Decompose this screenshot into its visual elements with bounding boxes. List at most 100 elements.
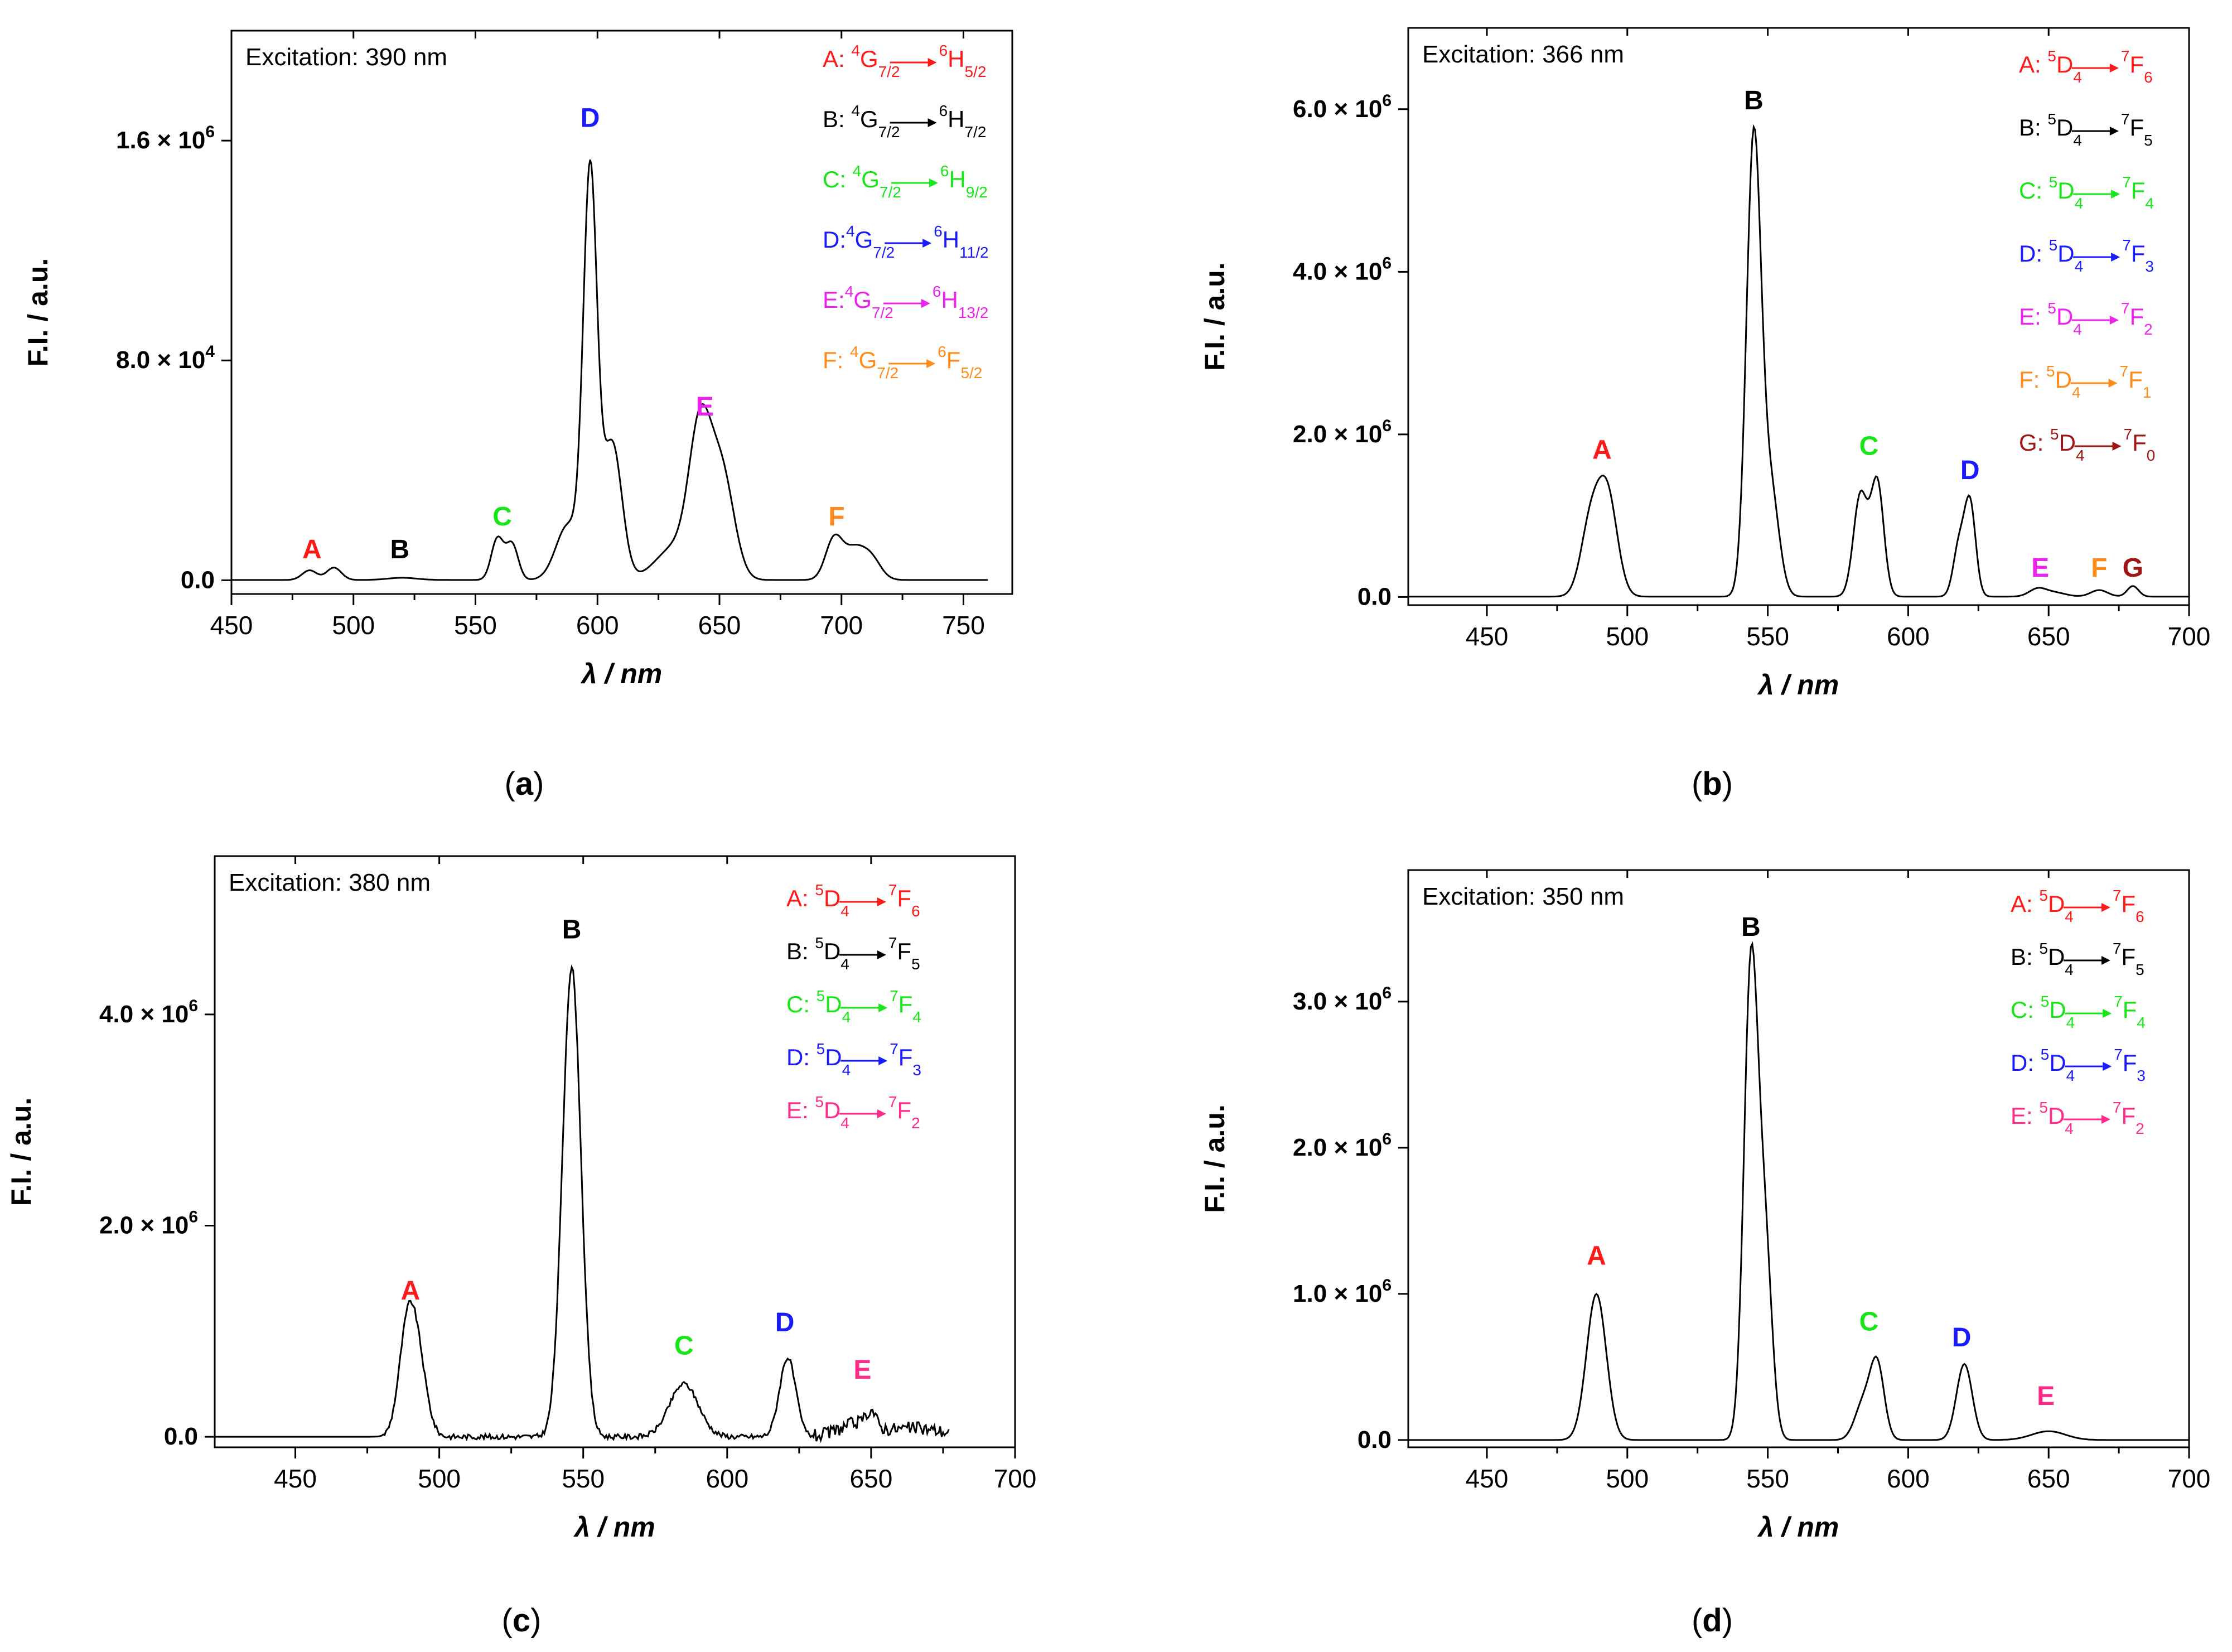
panel-d-x-axis-title: λ / nm (1757, 1511, 1839, 1543)
panel-b-ytick-label: 6.0 × 106 (1293, 91, 1392, 123)
panel-a-peak-label-b: B (390, 535, 410, 564)
panel-a-peak-label-c: C (492, 502, 512, 532)
panel-b-legend-item: D: 5D4 7F3 (2019, 236, 2154, 275)
panel-c-legend-item: B: 5D4 7F5 (786, 934, 920, 973)
panel-c-legend-arrow-head (877, 1109, 886, 1118)
panel-d-xtick-label: 600 (1887, 1464, 1930, 1493)
panel-c-x-axis-title: λ / nm (573, 1511, 655, 1543)
panel-c-excitation-label: Excitation: 380 nm (229, 869, 431, 896)
panel-d-legend-item: D: 5D4 7F3 (2011, 1046, 2146, 1084)
panel-d: 450 500 550 600 650 700 0.0 1.0 × 106 2.0 × 106 3… (1199, 869, 2210, 1639)
panel-a-legend-item: D:4G7/2 6H11/2 (823, 223, 989, 261)
panel-a: 450 500 550 600 650 700 750 0.0 8.0 × 104 1.6 × 1… (22, 30, 1013, 802)
panel-b-legend-arrow-head (2109, 127, 2119, 136)
panel-a-peak-label-a: A (302, 535, 322, 564)
panel-b-legend-item: A: 5D4 7F6 (2019, 47, 2153, 86)
panel-c-legend-item: C: 5D4 7F4 (786, 987, 921, 1026)
panel-c-xtick-label: 500 (418, 1464, 461, 1493)
panel-a-peak-label-e: E (696, 392, 714, 422)
panel-a-legend-arrow-head (929, 178, 938, 187)
panel-b-legend-item: G: 5D4 7F0 (2019, 426, 2155, 464)
panel-b-legend-arrow-head (2109, 64, 2119, 73)
panel-d-y-axis-title: F.I. / a.u. (1199, 1104, 1230, 1213)
panel-d-peak-label-d: D (1952, 1323, 1972, 1352)
panel-b-xtick-label: 550 (1746, 622, 1789, 651)
panel-a-ytick-label: 0.0 (181, 566, 215, 593)
panel-b-xtick-label: 500 (1606, 622, 1649, 651)
panel-d-legend-arrow-head (2103, 1009, 2112, 1018)
panel-c-plot-frame (214, 855, 1016, 1448)
panel-d-xtick-label: 550 (1746, 1464, 1789, 1493)
panel-b-xtick-label: 600 (1887, 622, 1930, 651)
panel-d-legend-arrow-head (2101, 1115, 2110, 1124)
panel-a-peak-label-d: D (581, 103, 600, 133)
panel-c: 450 500 550 600 650 700 0.0 2.0 × 106 4.0 × 106 λ… (6, 855, 1037, 1639)
panel-c-legend-item: D: 5D4 7F3 (786, 1040, 921, 1079)
panel-d-legend-arrow-head (2101, 956, 2110, 965)
panel-a-xtick-label: 500 (332, 611, 375, 640)
panel-a-legend-arrow-head (927, 58, 937, 67)
panel-d-peak-label-a: A (1587, 1241, 1606, 1271)
panel-a-legend-arrow-head (927, 118, 937, 127)
panel-a-legend-item: E:4G7/2 6H13/2 (823, 283, 988, 321)
panel-c-peak-label-a: A (401, 1276, 421, 1306)
panel-c-xtick-label: 700 (994, 1464, 1037, 1493)
panel-c-ytick-label: 2.0 × 106 (99, 1208, 198, 1239)
panel-b-peak-label-a: A (1592, 436, 1612, 465)
panel-d-ytick-label: 0.0 (1357, 1426, 1392, 1453)
panel-d-legend-item: A: 5D4 7F6 (2011, 887, 2144, 925)
panel-b-legend-arrow-head (2108, 379, 2118, 388)
panel-b-peak-label-g: G (2123, 553, 2143, 583)
panel-a-xtick-label: 700 (820, 611, 863, 640)
panel-a-ytick-label: 8.0 × 104 (116, 342, 215, 374)
panel-d-xtick-label: 500 (1606, 1464, 1649, 1493)
panel-d-peak-label-b: B (1741, 912, 1761, 942)
panel-b-excitation-label: Excitation: 366 nm (1422, 41, 1624, 68)
panel-b-legend-arrow-head (2109, 316, 2119, 325)
panel-c-ytick-label: 0.0 (164, 1423, 198, 1450)
panel-c-legend-arrow-head (877, 950, 886, 959)
panel-b-peak-label-e: E (2031, 553, 2049, 583)
panel-c-legend-arrow-head (877, 897, 886, 906)
panel-a-plot-frame (230, 30, 1013, 595)
panel-d-legend-item: E: 5D4 7F2 (2011, 1099, 2144, 1137)
panel-c-caption: (c) (502, 1602, 542, 1639)
panel-a-legend-item: A: 4G7/2 6H5/2 (823, 42, 986, 80)
panel-b-ytick-label: 0.0 (1357, 583, 1392, 610)
panel-d-xtick-label: 650 (2027, 1464, 2070, 1493)
panel-b: 450 500 550 600 650 700 0.0 2.0 × 106 4.0 × 106 6… (1199, 27, 2210, 802)
panel-c-peak-label-c: C (674, 1331, 694, 1360)
panel-c-y-axis-title: F.I. / a.u. (6, 1098, 37, 1206)
panel-b-xtick-label: 450 (1466, 622, 1509, 651)
panel-a-legend-item: C: 4G7/2 6H9/2 (823, 162, 988, 201)
panel-c-peak-label-e: E (853, 1355, 871, 1385)
panel-b-caption: (b) (1692, 766, 1733, 802)
panel-c-xtick-label: 550 (562, 1464, 605, 1493)
panel-b-legend-arrow-head (2111, 190, 2120, 199)
panel-c-legend-arrow-head (878, 1056, 888, 1065)
panel-a-excitation-label: Excitation: 390 nm (245, 44, 447, 71)
panel-c-xtick-label: 650 (850, 1464, 893, 1493)
panel-b-legend-arrow-head (2111, 253, 2120, 262)
panel-a-caption: (a) (505, 766, 544, 802)
panel-a-legend-item: F: 4G7/2 6F5/2 (823, 343, 982, 381)
panel-a-legend-arrow-head (926, 359, 936, 368)
panel-a-xtick-label: 600 (576, 611, 619, 640)
panel-b-legend-item: C: 5D4 7F4 (2019, 173, 2154, 212)
panel-b-y-axis-title: F.I. / a.u. (1199, 262, 1230, 370)
panel-c-ytick-label: 4.0 × 106 (99, 997, 198, 1028)
panel-d-caption: (d) (1692, 1602, 1733, 1639)
panel-d-peak-label-e: E (2037, 1382, 2055, 1411)
panel-b-ytick-label: 4.0 × 106 (1293, 254, 1392, 285)
panel-d-legend-item: C: 5D4 7F4 (2011, 993, 2146, 1031)
panel-d-ytick-label: 3.0 × 106 (1293, 984, 1392, 1015)
panel-b-peak-label-b: B (1744, 86, 1764, 115)
panel-a-xtick-label: 650 (698, 611, 741, 640)
panel-d-legend-arrow-head (2101, 903, 2110, 912)
panel-c-spectrum-line (215, 964, 950, 1443)
panel-b-spectrum-line (1408, 124, 2189, 598)
panel-b-ytick-label: 2.0 × 106 (1293, 417, 1392, 448)
panel-d-legend-item: B: 5D4 7F5 (2011, 940, 2144, 978)
panel-a-ytick-label: 1.6 × 106 (116, 123, 215, 154)
panel-b-x-axis-title: λ / nm (1757, 669, 1839, 701)
